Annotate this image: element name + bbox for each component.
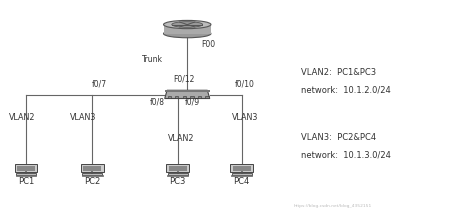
Ellipse shape xyxy=(164,20,211,29)
Text: PC3: PC3 xyxy=(170,177,186,186)
Bar xyxy=(190,96,194,98)
Text: F0/12: F0/12 xyxy=(173,74,194,83)
Bar xyxy=(206,96,209,98)
Bar xyxy=(16,175,36,176)
Bar xyxy=(230,164,253,172)
Text: F00: F00 xyxy=(201,40,216,49)
Text: https://blog.csdn.net/blog_4352151: https://blog.csdn.net/blog_4352151 xyxy=(294,204,372,208)
Text: VLAN3: VLAN3 xyxy=(232,113,259,122)
Bar xyxy=(165,90,210,92)
Text: VLAN3: VLAN3 xyxy=(70,113,97,122)
Bar xyxy=(82,175,103,176)
Bar xyxy=(82,173,102,175)
Bar xyxy=(232,173,252,175)
Bar xyxy=(167,175,188,176)
Ellipse shape xyxy=(164,30,211,38)
Bar xyxy=(81,164,104,172)
Bar xyxy=(183,96,186,98)
Text: VLAN3:  PC2&PC4: VLAN3: PC2&PC4 xyxy=(301,133,376,142)
Polygon shape xyxy=(165,90,210,99)
Ellipse shape xyxy=(172,22,203,27)
Bar xyxy=(168,173,188,175)
Text: PC4: PC4 xyxy=(234,177,250,186)
Bar xyxy=(169,166,187,171)
Text: VLAN2:  PC1&PC3: VLAN2: PC1&PC3 xyxy=(301,68,376,77)
Bar xyxy=(83,166,101,171)
Bar xyxy=(231,175,252,176)
Bar xyxy=(233,166,251,171)
Bar xyxy=(17,166,35,171)
Text: f0/7: f0/7 xyxy=(92,79,107,88)
Text: PC2: PC2 xyxy=(84,177,100,186)
Text: network:  10.1.2.0/24: network: 10.1.2.0/24 xyxy=(301,85,391,95)
Text: f0/8: f0/8 xyxy=(149,97,164,107)
Text: Trunk: Trunk xyxy=(142,55,163,64)
Bar xyxy=(166,164,189,172)
Bar xyxy=(168,96,171,98)
Bar xyxy=(15,164,37,172)
Text: f0/9: f0/9 xyxy=(185,97,200,107)
Text: VLAN2: VLAN2 xyxy=(9,113,35,122)
Bar xyxy=(164,25,211,34)
Bar xyxy=(175,96,179,98)
Text: f0/10: f0/10 xyxy=(235,79,255,88)
Text: PC1: PC1 xyxy=(18,177,34,186)
Bar xyxy=(16,173,36,175)
Text: network:  10.1.3.0/24: network: 10.1.3.0/24 xyxy=(301,151,391,160)
Text: VLAN2: VLAN2 xyxy=(168,134,195,143)
Bar xyxy=(198,96,201,98)
